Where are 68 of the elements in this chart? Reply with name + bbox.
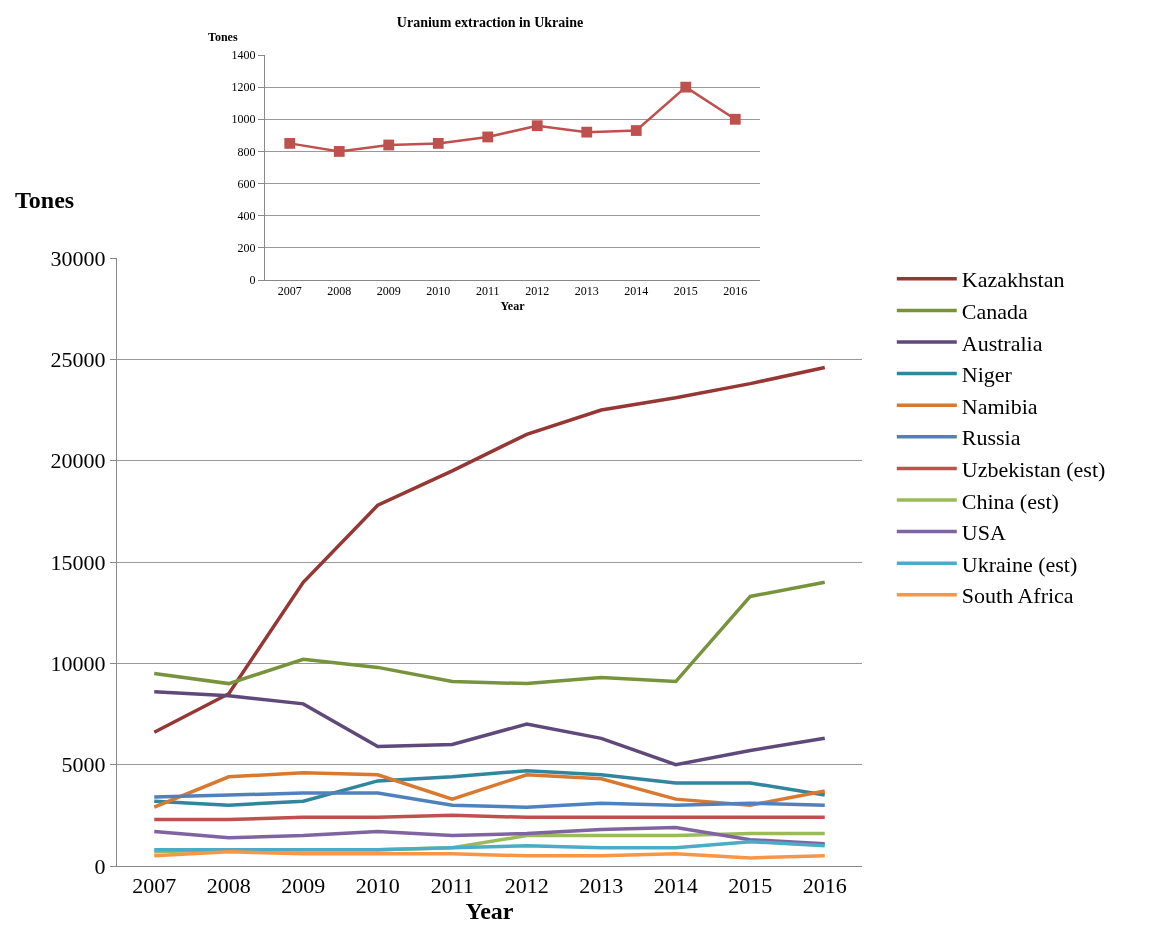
x-tick-label: 2012 [504, 873, 549, 899]
legend-label: Namibia [961, 393, 1038, 419]
legend-label: Ukraine (est) [961, 551, 1078, 577]
x-tick-label: 2011 [430, 873, 474, 899]
line-series [152, 850, 827, 860]
legend-label: Australia [961, 330, 1043, 356]
y-tick-label: 1000 [231, 112, 256, 127]
x-tick-label: 2013 [579, 873, 624, 899]
line-series [152, 791, 827, 809]
x-tick-label: 2016 [802, 873, 847, 899]
legend-label: Kazakhstan [961, 267, 1065, 293]
point [680, 81, 692, 93]
y-tick-label: 200 [237, 241, 256, 256]
y-tick-label: 600 [237, 176, 256, 191]
legend-label: Russia [961, 425, 1021, 451]
point [581, 126, 593, 138]
y-axis-title: Tones [15, 187, 75, 213]
x-axis-title: Year [465, 898, 514, 925]
y-tick-label: 25000 [50, 347, 106, 373]
x-tick-label: 2008 [327, 284, 352, 299]
point [630, 125, 642, 136]
y-tick-label: 400 [237, 208, 256, 223]
y-tick-label: 800 [237, 144, 256, 159]
x-tick-label: 2009 [376, 284, 401, 299]
line-series [152, 825, 827, 846]
line-series [152, 689, 827, 767]
line-series [152, 580, 827, 686]
y-tick-label: 5000 [61, 752, 106, 778]
x-tick-label: 2011 [475, 284, 500, 299]
y-tick-label: 1200 [231, 80, 256, 95]
x-tick-label: 2015 [673, 284, 698, 299]
chart-title: Uranium extraction in Ukraine [396, 15, 584, 31]
point [482, 131, 494, 143]
x-tick-label: 2013 [574, 284, 599, 299]
x-tick-label: 2010 [426, 284, 451, 299]
legend-label: South Africa [961, 583, 1074, 609]
legend-label: Niger [961, 362, 1013, 388]
x-tick-label: 2009 [281, 873, 326, 899]
line-series [152, 365, 827, 734]
x-tick-label: 2007 [132, 873, 177, 899]
y-tick-label: 20000 [50, 448, 106, 474]
y-axis-title: Tones [208, 30, 238, 44]
y-tick-label: 0 [94, 853, 106, 879]
point [729, 113, 741, 125]
x-tick-label: 2014 [624, 284, 649, 299]
x-tick-label: 2015 [728, 873, 773, 899]
x-tick-label: 2007 [277, 284, 302, 299]
y-tick-label: 15000 [50, 549, 106, 575]
point [531, 120, 543, 132]
legend-label: USA [961, 520, 1006, 546]
point [432, 137, 444, 149]
y-tick-label: 1400 [231, 48, 256, 63]
point [383, 139, 395, 151]
legend-label: China (est) [961, 488, 1059, 514]
line-series [152, 839, 827, 852]
x-tick-label: 2008 [206, 873, 251, 899]
y-tick-label: 0 [249, 273, 256, 288]
legend-label: Uzbekistan (est) [961, 456, 1106, 482]
point [333, 146, 345, 157]
x-axis-title: Year [500, 299, 526, 314]
y-tick-label: 10000 [50, 651, 106, 677]
x-tick-label: 2016 [723, 284, 748, 299]
y-tick-label: 30000 [50, 245, 106, 271]
point [284, 137, 296, 149]
legend-label: Canada [961, 298, 1028, 324]
x-tick-label: 2014 [653, 873, 698, 899]
x-tick-label: 2010 [355, 873, 400, 899]
x-tick-label: 2012 [525, 284, 550, 299]
